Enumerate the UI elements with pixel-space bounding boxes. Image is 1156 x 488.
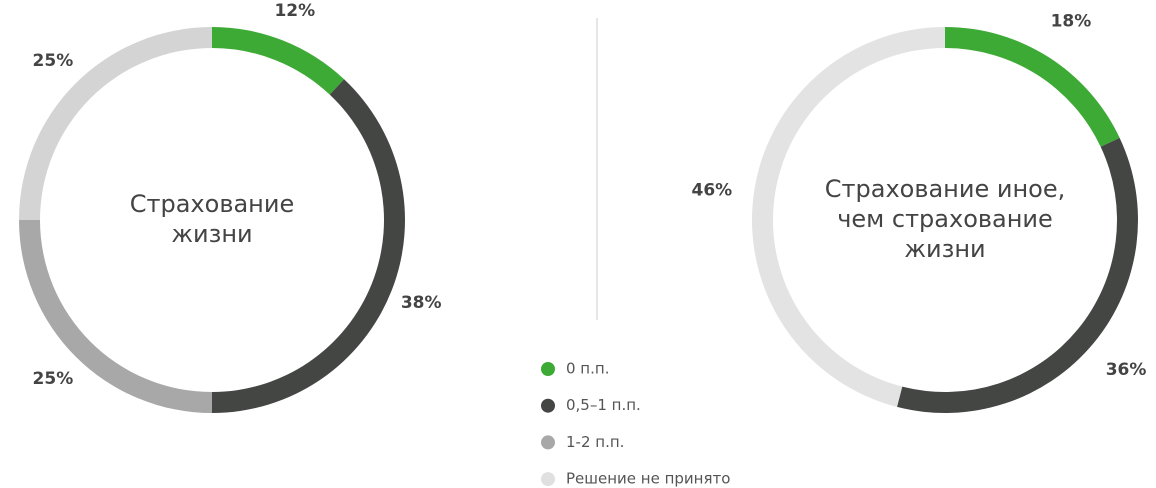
value-label: 38% — [401, 293, 442, 313]
legend-label: 1-2 п.п. — [566, 433, 624, 451]
donut-segment — [752, 27, 945, 407]
legend-marker — [541, 362, 555, 376]
legend-marker — [541, 398, 555, 413]
donut-segment — [897, 137, 1138, 414]
legend-label: 0 п.п. — [566, 360, 609, 378]
legend-marker — [541, 435, 555, 450]
chart-title: жизни — [904, 235, 985, 263]
value-label: 36% — [1106, 360, 1147, 380]
chart-title: чем страхование — [837, 205, 1053, 233]
chart-title: жизни — [171, 220, 252, 248]
legend-label: Решение не принято — [566, 470, 730, 488]
value-label: 46% — [692, 181, 733, 201]
chart-title: Страхование иное, — [825, 175, 1065, 203]
value-label: 18% — [1051, 12, 1092, 32]
donut-segment — [945, 27, 1120, 147]
value-label: 25% — [33, 51, 74, 71]
donut-segment — [19, 220, 212, 413]
legend-marker — [541, 472, 555, 487]
donut-segment — [212, 27, 345, 95]
donut-segment — [19, 27, 212, 220]
donut-segment — [212, 79, 405, 413]
value-label: 12% — [274, 1, 315, 21]
legend-label: 0,5–1 п.п. — [566, 396, 641, 414]
chart-title: Страхование — [130, 190, 294, 218]
value-label: 25% — [33, 369, 74, 389]
